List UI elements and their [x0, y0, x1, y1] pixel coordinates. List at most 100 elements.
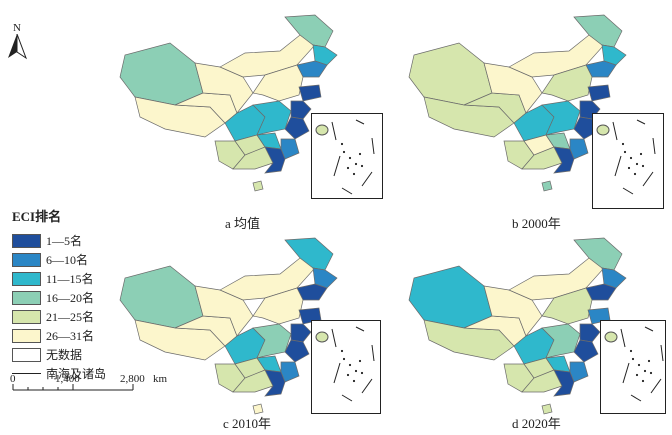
province-jilin — [312, 44, 338, 66]
province-jilin — [601, 267, 627, 289]
islet — [352, 379, 356, 383]
islet — [360, 164, 364, 168]
legend-item: 21—25名 — [12, 307, 106, 326]
scale-bar-graphic — [12, 384, 134, 391]
legend-label: 16—20名 — [46, 291, 95, 305]
province-guangdong — [553, 146, 575, 174]
province-zhejiang — [284, 116, 310, 140]
scale-bar: 0 1,400 2,800 km — [10, 370, 180, 400]
islet — [631, 357, 635, 361]
islet — [346, 373, 350, 377]
legend-swatch — [12, 233, 41, 248]
scale-unit: km — [153, 373, 168, 385]
legend-swatch — [12, 328, 41, 343]
province-central — [541, 100, 581, 136]
province-northchina — [252, 287, 304, 325]
province-fujian — [280, 138, 300, 160]
province-fujian — [569, 361, 589, 383]
province-shandong — [298, 84, 322, 102]
south-china-sea-inset — [311, 320, 381, 414]
panel-caption: d 2020年 — [512, 416, 561, 431]
islet — [358, 152, 362, 156]
legend-label: 6—10名 — [46, 253, 89, 267]
province-guangdong — [264, 146, 286, 174]
islet — [340, 349, 344, 353]
province-jiangsu — [579, 323, 601, 343]
province-guangxi — [232, 369, 274, 393]
legend-swatch — [12, 347, 41, 362]
china-map-d — [408, 237, 627, 415]
panel-caption: b 2000年 — [512, 216, 561, 231]
legend-label: 南海及诸岛 — [46, 367, 107, 381]
legend-swatch — [12, 290, 41, 305]
map-panel-d: d 2020年 — [404, 228, 672, 431]
legend-item: 6—10名 — [12, 250, 106, 269]
north-label: N — [13, 22, 21, 34]
islet — [354, 369, 358, 373]
legend-label: 无数据 — [46, 348, 83, 362]
province-xinjiang — [119, 265, 204, 329]
scale-tick-label: 2,800 — [120, 373, 145, 385]
islet — [342, 150, 346, 154]
islet — [635, 373, 639, 377]
legend-label: 1—5名 — [46, 234, 83, 248]
legend-swatch — [12, 309, 41, 324]
province-guangxi — [521, 369, 563, 393]
panel-caption: c 2010年 — [223, 416, 272, 431]
islet — [633, 172, 637, 176]
province-central — [252, 323, 292, 359]
province-jiangsu — [290, 323, 312, 343]
islet — [340, 142, 344, 146]
province-central — [252, 100, 292, 136]
province-xinjiang — [408, 265, 493, 329]
islet — [637, 363, 641, 367]
province-jilin — [601, 44, 627, 66]
inset-map — [315, 326, 375, 402]
islet — [629, 349, 633, 353]
legend-item: 11—15名 — [12, 269, 106, 288]
province-zhejiang — [284, 339, 310, 363]
islet — [352, 172, 356, 176]
province-northchina — [541, 287, 593, 325]
legend-swatch — [12, 252, 41, 267]
province-xinjiang — [408, 42, 493, 106]
north-arrow-icon — [8, 33, 28, 60]
legend-item-line: 南海及诸岛 — [12, 364, 106, 383]
island — [315, 124, 329, 136]
islet — [639, 152, 643, 156]
islet — [641, 164, 645, 168]
scale-tick-label: 0 — [10, 373, 16, 385]
islet — [623, 150, 627, 154]
inset-map — [596, 119, 656, 195]
islet — [621, 142, 625, 146]
boundary-dashes — [620, 326, 664, 402]
province-xinjiang — [119, 42, 204, 106]
islet — [354, 162, 358, 166]
islet — [627, 166, 631, 170]
islet — [647, 359, 651, 363]
province-fujian — [569, 138, 589, 160]
legend-label: 11—15名 — [46, 272, 94, 286]
province-guangxi — [232, 146, 274, 170]
province-hainan — [541, 403, 553, 415]
island — [604, 331, 618, 343]
legend-label: 21—25名 — [46, 310, 95, 324]
south-china-sea-inset — [600, 320, 666, 414]
china-map-a — [119, 14, 338, 192]
legend-swatch — [12, 271, 41, 286]
line-swatch — [12, 373, 41, 374]
scale-tick-label: 1,400 — [55, 373, 80, 385]
map-panel-a: a 均值 — [115, 5, 385, 231]
map-panel-b: b 2000年 — [404, 5, 672, 231]
province-guangdong — [264, 369, 286, 397]
province-guangxi — [521, 146, 563, 170]
province-guangdong — [553, 369, 575, 397]
province-fujian — [280, 361, 300, 383]
province-zhejiang — [573, 339, 599, 363]
province-jiangsu — [290, 100, 312, 120]
islet — [629, 156, 633, 160]
boundary-dashes — [331, 119, 375, 195]
legend-item: 无数据 — [12, 345, 106, 364]
legend-item: 1—5名 — [12, 231, 106, 250]
south-china-sea-inset — [592, 113, 664, 209]
